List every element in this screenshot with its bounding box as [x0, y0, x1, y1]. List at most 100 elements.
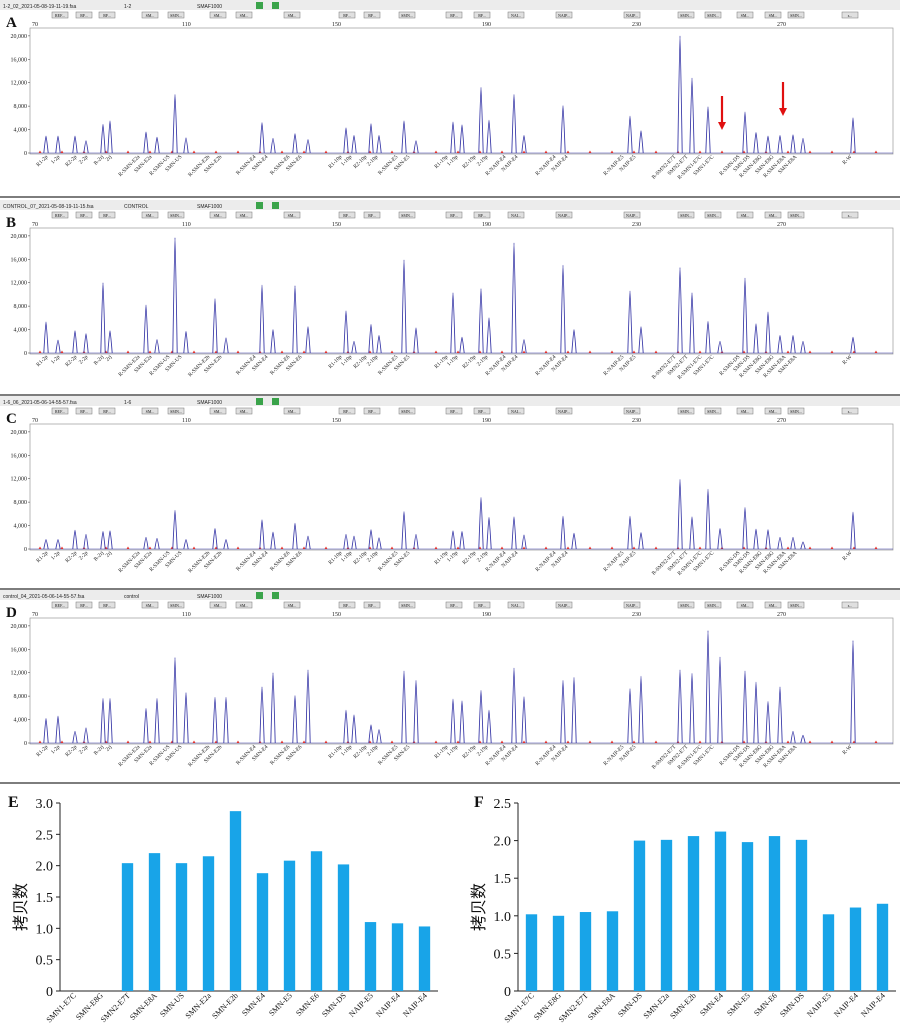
bin-button[interactable]: NAIP...: [623, 11, 641, 19]
bin-button[interactable]: NAIP...: [555, 601, 573, 609]
bin-button[interactable]: RF...: [75, 11, 93, 19]
bin-button-label: REF...: [55, 409, 65, 414]
bar: [283, 860, 296, 991]
bin-button[interactable]: SMN...: [677, 601, 695, 609]
bin-button[interactable]: SMN...: [398, 601, 416, 609]
peak: [43, 539, 49, 550]
bin-button[interactable]: SM...: [209, 407, 227, 415]
bin-button[interactable]: SMN...: [704, 601, 722, 609]
bin-button[interactable]: RF...: [473, 11, 491, 19]
bin-button[interactable]: SMN...: [677, 211, 695, 219]
size-standard-peak: [830, 350, 834, 353]
bin-button[interactable]: SM...: [283, 211, 301, 219]
bin-button[interactable]: NAI...: [507, 407, 525, 415]
bin-button[interactable]: RF...: [445, 601, 463, 609]
bin-button[interactable]: RF...: [473, 601, 491, 609]
bin-button[interactable]: SM...: [209, 11, 227, 19]
bin-button[interactable]: SM...: [141, 211, 159, 219]
bin-button[interactable]: SMN...: [677, 11, 695, 19]
bin-button[interactable]: SM...: [235, 601, 253, 609]
bin-button[interactable]: SM...: [209, 601, 227, 609]
bin-button[interactable]: s...: [841, 211, 859, 219]
bin-button[interactable]: REF...: [51, 407, 69, 415]
bin-button[interactable]: RF...: [98, 211, 116, 219]
bin-button[interactable]: SM...: [736, 407, 754, 415]
bp-axis-label: 70: [32, 418, 38, 424]
bin-button[interactable]: REF...: [51, 211, 69, 219]
bin-button[interactable]: NAIP...: [623, 601, 641, 609]
y-tick-label: 2.0: [36, 860, 54, 875]
x-tick-label: SMN-E5: [267, 991, 294, 1018]
bin-button[interactable]: SMN...: [787, 601, 805, 609]
bin-button[interactable]: SMN...: [787, 407, 805, 415]
bin-button[interactable]: NAI...: [507, 601, 525, 609]
bin-button[interactable]: SM...: [283, 407, 301, 415]
bin-button[interactable]: RF...: [473, 407, 491, 415]
bin-button[interactable]: SM...: [235, 11, 253, 19]
bin-button[interactable]: RF...: [445, 211, 463, 219]
bin-button[interactable]: SMN...: [398, 407, 416, 415]
bin-button[interactable]: NAIP...: [623, 407, 641, 415]
bin-button[interactable]: RF...: [75, 407, 93, 415]
bin-button[interactable]: SMN...: [167, 601, 185, 609]
bin-button[interactable]: REF...: [51, 11, 69, 19]
bin-button[interactable]: SMN...: [167, 11, 185, 19]
bin-button[interactable]: s...: [841, 11, 859, 19]
bin-button[interactable]: SMN...: [787, 211, 805, 219]
bin-button[interactable]: RF...: [338, 407, 356, 415]
bin-button[interactable]: RF...: [338, 11, 356, 19]
bin-button[interactable]: SM...: [141, 601, 159, 609]
bin-button[interactable]: SM...: [764, 601, 782, 609]
peak: [292, 522, 298, 550]
bin-button[interactable]: RF...: [445, 407, 463, 415]
bin-button[interactable]: RF...: [75, 211, 93, 219]
bin-button[interactable]: SM...: [283, 11, 301, 19]
bin-button[interactable]: NAIP...: [623, 211, 641, 219]
bin-button[interactable]: SMN...: [704, 11, 722, 19]
header-strip: [0, 396, 900, 406]
bin-button[interactable]: NAI...: [507, 11, 525, 19]
bin-button[interactable]: SM...: [764, 407, 782, 415]
bin-button[interactable]: SM...: [141, 407, 159, 415]
bin-button[interactable]: RF...: [75, 601, 93, 609]
bin-button[interactable]: RF...: [338, 211, 356, 219]
bin-button[interactable]: SM...: [283, 601, 301, 609]
peak: [511, 516, 517, 550]
bin-button[interactable]: SM...: [764, 211, 782, 219]
bin-button[interactable]: SM...: [736, 601, 754, 609]
bin-button[interactable]: RF...: [473, 211, 491, 219]
bin-button[interactable]: RF...: [338, 601, 356, 609]
bin-button[interactable]: SMN...: [787, 11, 805, 19]
bin-button[interactable]: NAIP...: [555, 11, 573, 19]
bin-button[interactable]: RF...: [98, 11, 116, 19]
peak: [368, 123, 374, 154]
bin-button[interactable]: NAIP...: [555, 211, 573, 219]
bin-button[interactable]: SM...: [141, 11, 159, 19]
bin-button[interactable]: s...: [841, 407, 859, 415]
bin-button[interactable]: SM...: [736, 211, 754, 219]
bin-button[interactable]: SM...: [209, 211, 227, 219]
bin-button[interactable]: RF...: [445, 11, 463, 19]
bin-button[interactable]: REF...: [51, 601, 69, 609]
peak: [43, 717, 49, 744]
bin-button[interactable]: SM...: [235, 211, 253, 219]
bin-button[interactable]: RF...: [98, 601, 116, 609]
bin-button[interactable]: SM...: [235, 407, 253, 415]
bin-button[interactable]: NAIP...: [555, 407, 573, 415]
bin-button[interactable]: SMN...: [398, 11, 416, 19]
bin-button[interactable]: RF...: [363, 211, 381, 219]
bin-button[interactable]: SMN...: [677, 407, 695, 415]
bin-button[interactable]: NAI...: [507, 211, 525, 219]
bin-button[interactable]: RF...: [363, 407, 381, 415]
bin-button[interactable]: SM...: [764, 11, 782, 19]
bin-button[interactable]: RF...: [98, 407, 116, 415]
bin-button[interactable]: s...: [841, 601, 859, 609]
bin-button[interactable]: SMN...: [167, 211, 185, 219]
bin-button[interactable]: RF...: [363, 11, 381, 19]
bin-button[interactable]: SMN...: [398, 211, 416, 219]
bin-button[interactable]: SMN...: [704, 211, 722, 219]
bin-button[interactable]: RF...: [363, 601, 381, 609]
bin-button[interactable]: SMN...: [704, 407, 722, 415]
bin-button[interactable]: SMN...: [167, 407, 185, 415]
bin-button[interactable]: SM...: [736, 11, 754, 19]
